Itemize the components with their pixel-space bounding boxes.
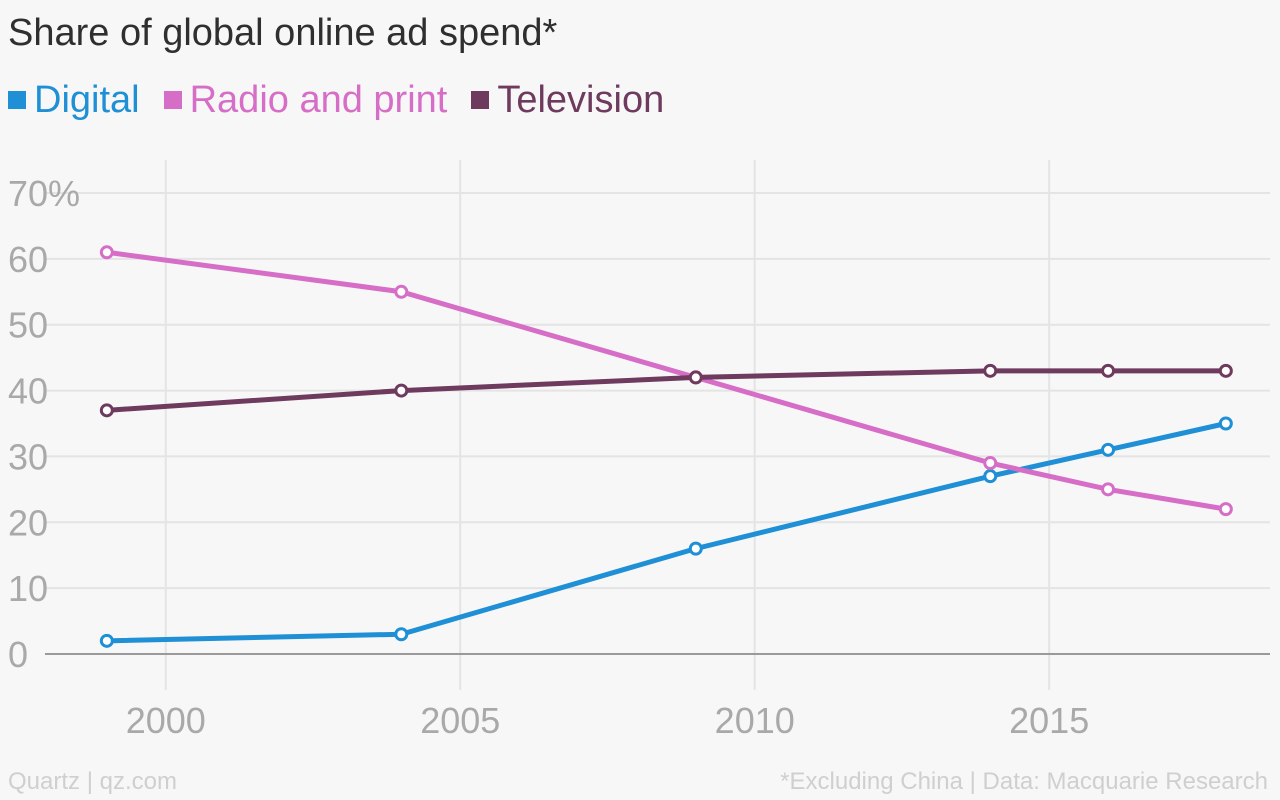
- chart-title: Share of global online ad spend*: [8, 12, 558, 54]
- data-point-television-1: [394, 383, 409, 398]
- series-line-television: [104, 368, 1229, 413]
- y-tick-label: 20: [8, 502, 48, 543]
- y-tick-label: 10: [8, 568, 48, 609]
- data-point-television-5: [1218, 363, 1233, 378]
- digital-swatch-icon: [8, 91, 26, 109]
- data-point-radio-and-print-2: [688, 370, 703, 385]
- series-line-radio-and-print: [104, 249, 1229, 512]
- legend-item-television: Television: [471, 81, 664, 119]
- x-tick-label: 2000: [126, 700, 206, 741]
- data-point-digital-4: [1101, 442, 1116, 457]
- data-note: *Excluding China | Data: Macquarie Resea…: [780, 768, 1268, 795]
- y-tick-label: 70%: [8, 173, 80, 214]
- data-point-radio-and-print-0: [99, 245, 114, 260]
- y-tick-label: 50: [8, 305, 48, 346]
- y-tick-label: 60: [8, 239, 48, 280]
- chart-legend: Digital Radio and print Television: [8, 78, 664, 122]
- data-point-digital-2: [688, 541, 703, 556]
- legend-label-radio-and-print: Radio and print: [189, 79, 448, 121]
- data-point-radio-and-print-3: [983, 456, 998, 471]
- y-tick-label: 40: [8, 371, 48, 412]
- television-swatch-icon: [471, 91, 490, 109]
- legend-label-digital: Digital: [34, 79, 140, 121]
- data-point-television-4: [1101, 363, 1116, 378]
- data-point-radio-and-print-5: [1218, 502, 1233, 517]
- radio-and-print-swatch-icon: [163, 91, 182, 109]
- legend-label-television: Television: [497, 79, 665, 121]
- legend-item-digital: Digital: [8, 81, 140, 119]
- data-point-digital-0: [99, 633, 114, 648]
- series-line-digital: [104, 421, 1229, 644]
- x-tick-label: 2005: [420, 700, 500, 741]
- x-tick-label: 2010: [715, 700, 795, 741]
- source-credit: Quartz | qz.com: [8, 768, 177, 795]
- data-point-digital-3: [983, 469, 998, 484]
- legend-item-radio-and-print: Radio and print: [163, 79, 448, 121]
- data-point-digital-1: [394, 627, 409, 642]
- data-point-television-3: [983, 363, 998, 378]
- data-point-radio-and-print-1: [394, 284, 409, 299]
- data-point-television-2: [688, 370, 703, 385]
- data-point-radio-and-print-4: [1101, 482, 1116, 497]
- series-layer: [99, 245, 1233, 648]
- y-tick-label: 0: [8, 634, 28, 675]
- data-point-television-0: [99, 403, 114, 418]
- x-tick-label: 2015: [1009, 700, 1089, 741]
- y-tick-label: 30: [8, 436, 48, 477]
- grid-layer: [45, 160, 1270, 690]
- data-point-digital-5: [1218, 416, 1233, 431]
